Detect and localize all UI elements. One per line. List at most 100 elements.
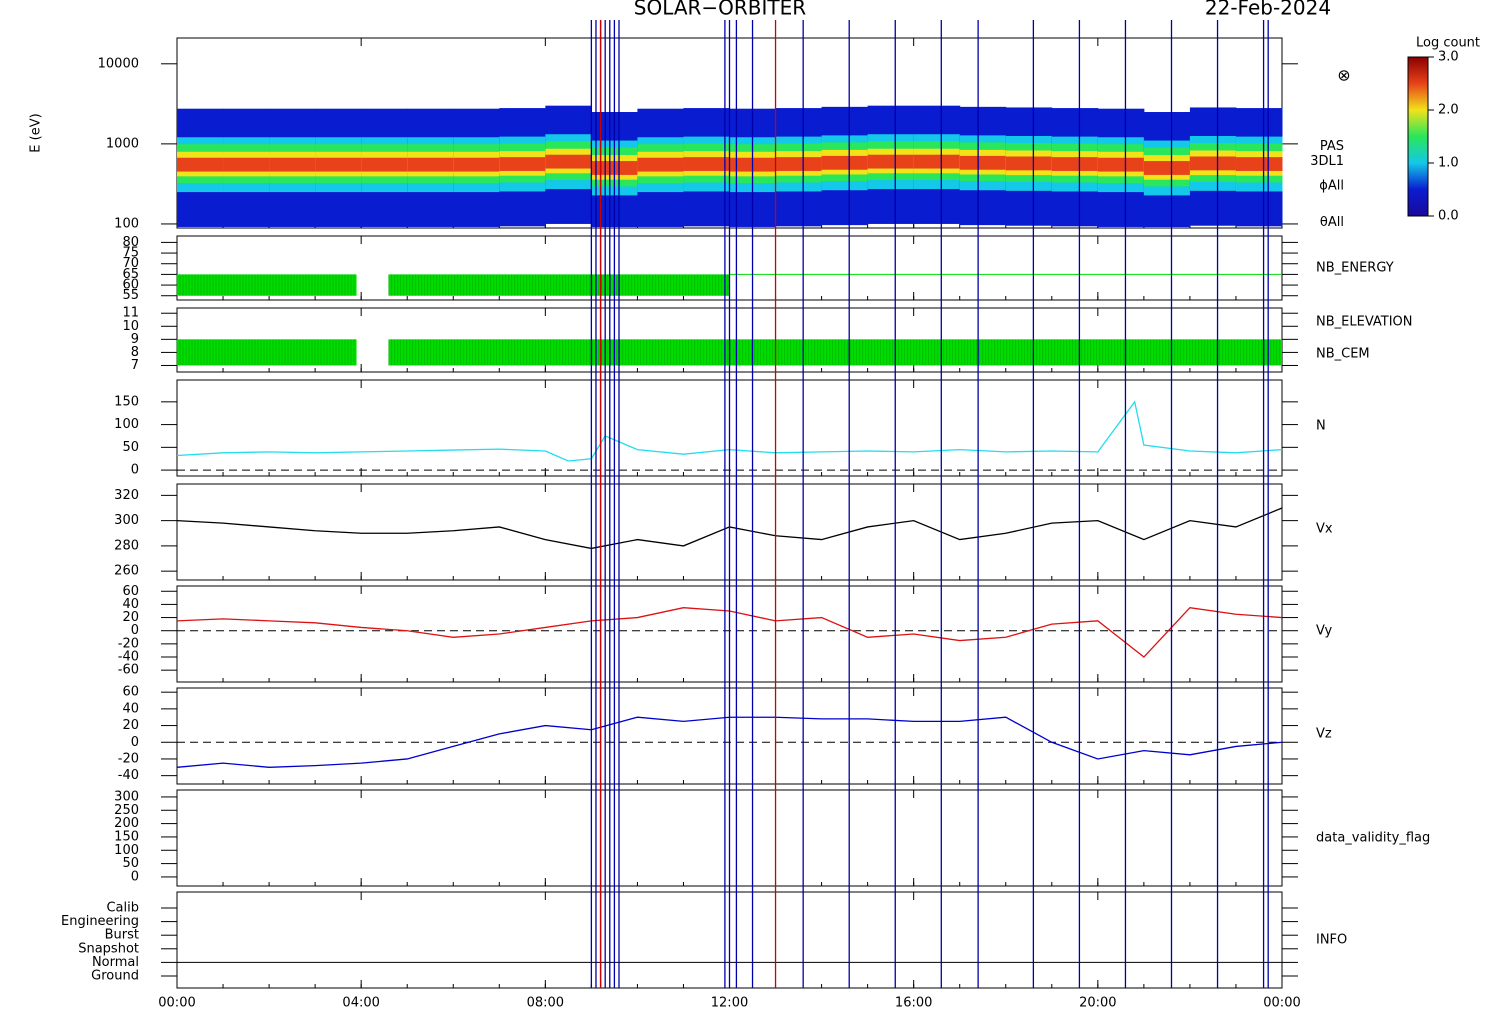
colorbar-tick-label: 2.0 <box>1438 103 1459 118</box>
y-tick-label: -60 <box>118 663 139 678</box>
side-label: Vx <box>1316 522 1333 537</box>
spectrogram-cell <box>1097 157 1145 172</box>
y-tick-label: Snapshot <box>78 941 139 956</box>
y-tick-label: 100 <box>114 843 139 858</box>
side-label: PAS <box>1320 139 1344 154</box>
side-label: 3DL1 <box>1310 154 1344 169</box>
y-tick-label: 70 <box>122 256 139 271</box>
spectrogram-cell <box>959 155 1007 170</box>
spectrogram-cell <box>1235 157 1283 171</box>
y-tick-label: 150 <box>114 394 139 409</box>
spectrogram-cell <box>453 157 500 172</box>
y-tick-label: 50 <box>122 440 139 455</box>
y-tick-label: 9 <box>131 332 139 347</box>
x-tick-label: 00:00 <box>1263 996 1300 1011</box>
y-tick-label: -20 <box>118 636 139 651</box>
y-tick-label: 250 <box>114 803 139 818</box>
spectrogram-cell <box>1051 157 1099 171</box>
y-tick-label: Calib <box>106 901 139 916</box>
spectrogram-cell <box>775 157 823 171</box>
y-tick-label: 40 <box>122 597 139 612</box>
x-tick-label: 08:00 <box>527 996 564 1011</box>
spectrogram-cell <box>223 157 270 172</box>
y-tick-label: Normal <box>92 955 139 970</box>
y-tick-label: 75 <box>122 246 139 261</box>
spectrogram-cell <box>545 154 592 169</box>
x-tick-label: 12:00 <box>711 996 748 1011</box>
y-tick-label: 300 <box>114 789 139 804</box>
y-tick-label: 100 <box>114 417 139 432</box>
band <box>388 274 730 296</box>
y-tick-label: 0 <box>131 735 139 750</box>
spectrogram-cell <box>315 157 362 172</box>
y-tick-label: 260 <box>114 564 139 579</box>
x-tick-label: 20:00 <box>1079 996 1116 1011</box>
colorbar-title: Log count <box>1416 36 1480 51</box>
spectrogram-cell <box>637 157 684 172</box>
side-label: INFO <box>1316 933 1347 948</box>
spectrogram-cell <box>1143 161 1191 175</box>
y-tick-label: 10000 <box>98 56 139 71</box>
y-tick-label: -40 <box>118 768 139 783</box>
spectrogram-cell <box>913 154 961 169</box>
y-tick-label: 150 <box>114 829 139 844</box>
spectrogram-cell <box>821 155 869 170</box>
chart-title: SOLAR−ORBITER <box>634 0 806 20</box>
y-tick-label: 20 <box>122 718 139 733</box>
y-tick-label: 320 <box>114 488 139 503</box>
side-label: NB_ENERGY <box>1316 261 1394 276</box>
y-tick-label: Burst <box>105 928 139 943</box>
colorbar-tick-label: 0.0 <box>1438 209 1459 224</box>
spectrogram-cell <box>361 157 408 172</box>
y-tick-label: 60 <box>122 685 139 700</box>
side-label: data_validity_flag <box>1316 831 1430 846</box>
colorbar-tick-label: 3.0 <box>1438 50 1459 65</box>
band <box>388 339 1283 366</box>
y-tick-label: -40 <box>118 650 139 665</box>
side-label: NB_ELEVATION <box>1316 315 1413 330</box>
symbol: ⊗ <box>1337 66 1350 85</box>
chart-date: 22-Feb-2024 <box>1205 0 1331 20</box>
y-tick-label: 40 <box>122 701 139 716</box>
y-tick-label: 200 <box>114 816 139 831</box>
y-tick-label: 65 <box>122 267 139 282</box>
side-label: NB_CEM <box>1316 347 1370 362</box>
side-label: Vz <box>1316 727 1332 742</box>
y-tick-label: 0 <box>131 623 139 638</box>
x-tick-label: 00:00 <box>158 996 195 1011</box>
y-tick-label: 11 <box>122 306 139 321</box>
y-tick-label: 60 <box>122 584 139 599</box>
side-label: θAll <box>1320 215 1344 230</box>
side-label: ϕAll <box>1319 179 1344 194</box>
data-line <box>176 400 1283 462</box>
y-tick-label: 7 <box>131 358 139 373</box>
spectrogram-cell <box>683 157 730 171</box>
y-tick-label: 8 <box>131 345 139 360</box>
spectrogram-cell <box>269 157 316 172</box>
spectrogram-cell <box>407 157 454 172</box>
spectrogram-cell <box>1189 156 1237 171</box>
spectrogram-cell <box>177 157 224 172</box>
y-tick-label: 10 <box>122 319 139 334</box>
y-axis-label: E (eV) <box>29 113 44 152</box>
colorbar <box>1407 56 1429 217</box>
colorbar-tick-label: 1.0 <box>1438 156 1459 171</box>
y-tick-label: 300 <box>114 513 139 528</box>
y-tick-label: Engineering <box>61 914 139 929</box>
y-tick-label: 280 <box>114 538 139 553</box>
x-tick-label: 16:00 <box>895 996 932 1011</box>
y-tick-label: -20 <box>118 751 139 766</box>
y-tick-label: 1000 <box>106 136 139 151</box>
y-tick-label: 20 <box>122 610 139 625</box>
y-tick-label: Ground <box>91 969 139 984</box>
x-tick-label: 04:00 <box>342 996 379 1011</box>
y-tick-label: 80 <box>122 235 139 250</box>
side-label: N <box>1316 419 1326 434</box>
y-tick-label: 0 <box>131 463 139 478</box>
spectrogram-cell <box>867 154 915 169</box>
side-label: Vy <box>1316 624 1333 639</box>
y-tick-label: 0 <box>131 869 139 884</box>
spectrogram-cell <box>499 157 546 171</box>
y-tick-label: 50 <box>122 856 139 871</box>
